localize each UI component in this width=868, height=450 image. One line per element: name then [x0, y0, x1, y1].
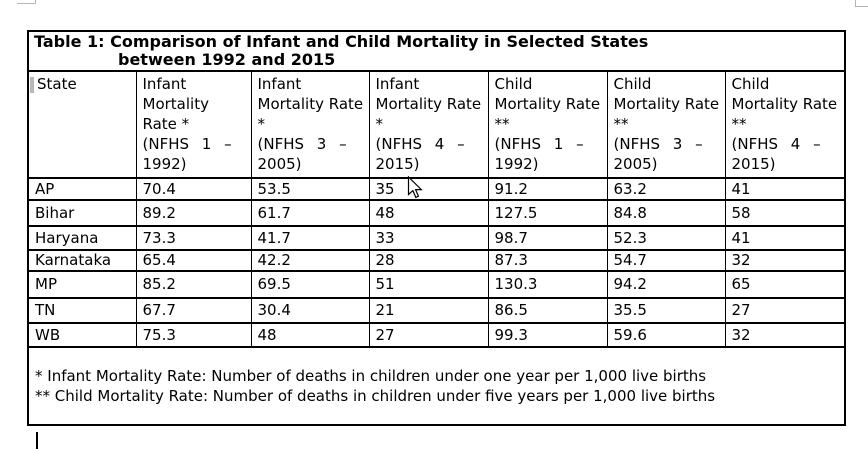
value-cell[interactable]: 27	[724, 297, 846, 324]
table-header-row: State Infant Mortality Rate * (NFHS 1 – 19…	[27, 70, 846, 179]
table-row-karnataka: Karnataka 65.4 42.2 28 87.3 54.7 32	[27, 249, 846, 272]
value-cell[interactable]: 32	[724, 249, 846, 272]
cell-selection-marker	[30, 77, 34, 93]
value-cell[interactable]: 58	[724, 199, 846, 227]
value-cell[interactable]: 35	[368, 177, 489, 201]
footnote-infant-mortality: * Infant Mortality Rate: Number of death…	[35, 367, 707, 385]
mortality-comparison-table: Table 1: Comparison of Infant and Child …	[27, 30, 847, 426]
column-survey-year: 1992)	[142, 155, 187, 173]
table-row-ap: AP 70.4 53.5 35 91.2 63.2 41	[27, 177, 846, 201]
value-cell[interactable]: 30.4	[250, 297, 370, 324]
window-corner-fragment-left	[17, 0, 36, 4]
value-cell[interactable]: 41	[724, 177, 846, 201]
value-cell[interactable]: 84.8	[606, 199, 726, 227]
value-cell[interactable]: 54.7	[606, 249, 726, 272]
value-cell[interactable]: 130.3	[487, 270, 608, 299]
table-row-haryana: Haryana 73.3 41.7 33 98.7 52.3 41	[27, 225, 846, 251]
footnote-child-mortality: ** Child Mortality Rate: Number of death…	[35, 387, 716, 405]
column-survey-label: (NFHS 3 –	[257, 135, 347, 153]
value-cell[interactable]: 21	[368, 297, 489, 324]
state-header-label: State	[37, 75, 77, 93]
value-cell[interactable]: 41.7	[250, 225, 370, 251]
column-survey-year: 2015)	[375, 155, 420, 173]
table-row-mp: MP 85.2 69.5 51 130.3 94.2 65	[27, 270, 846, 299]
value-cell[interactable]: 61.7	[250, 199, 370, 227]
value-cell[interactable]: 35.5	[606, 297, 726, 324]
column-metric-label: Child Mortality Rate **	[613, 75, 720, 133]
value-cell[interactable]: 86.5	[487, 297, 608, 324]
value-cell[interactable]: 63.2	[606, 177, 726, 201]
column-metric-label: Child Mortality Rate **	[731, 75, 838, 133]
value-cell[interactable]: 48	[250, 322, 370, 348]
column-header-3[interactable]: Infant Mortality Rate * (NFHS 4 – 2015)	[368, 70, 489, 179]
value-cell[interactable]: 98.7	[487, 225, 608, 251]
state-cell[interactable]: Haryana	[27, 225, 137, 251]
value-cell[interactable]: 99.3	[487, 322, 608, 348]
column-header-6[interactable]: Child Mortality Rate ** (NFHS 4 – 2015)	[724, 70, 846, 179]
column-survey-label: (NFHS 3 –	[613, 135, 703, 153]
value-cell[interactable]: 65.4	[135, 249, 252, 272]
column-header-2[interactable]: Infant Mortality Rate * (NFHS 3 – 2005)	[250, 70, 370, 179]
state-cell[interactable]: Karnataka	[27, 249, 137, 272]
text-caret	[36, 432, 38, 449]
value-cell[interactable]: 52.3	[606, 225, 726, 251]
table-title-row: Table 1: Comparison of Infant and Child …	[27, 30, 846, 72]
column-metric-label: Child Mortality Rate **	[494, 75, 601, 133]
value-cell[interactable]: 59.6	[606, 322, 726, 348]
column-metric-label: Infant Mortality Rate *	[142, 75, 209, 133]
value-cell[interactable]: 65	[724, 270, 846, 299]
column-survey-year: 2015)	[731, 155, 776, 173]
value-cell[interactable]: 69.5	[250, 270, 370, 299]
column-survey-label: (NFHS 4 –	[375, 135, 465, 153]
value-cell[interactable]: 32	[724, 322, 846, 348]
state-cell[interactable]: TN	[27, 297, 137, 324]
value-cell[interactable]: 33	[368, 225, 489, 251]
state-cell[interactable]: AP	[27, 177, 137, 201]
column-header-5[interactable]: Child Mortality Rate ** (NFHS 3 – 2005)	[606, 70, 726, 179]
value-cell[interactable]: 70.4	[135, 177, 252, 201]
value-cell[interactable]: 89.2	[135, 199, 252, 227]
value-cell[interactable]: 91.2	[487, 177, 608, 201]
window-corner-fragment-right	[855, 0, 868, 7]
value-cell[interactable]: 51	[368, 270, 489, 299]
table-title-line1: Table 1: Comparison of Infant and Child …	[34, 32, 649, 51]
column-metric-label: Infant Mortality Rate *	[375, 75, 482, 133]
value-cell[interactable]: 94.2	[606, 270, 726, 299]
column-metric-label: Infant Mortality Rate *	[257, 75, 364, 133]
value-cell[interactable]: 85.2	[135, 270, 252, 299]
table-row-tn: TN 67.7 30.4 21 86.5 35.5 27	[27, 297, 846, 324]
table-title-cell[interactable]: Table 1: Comparison of Infant and Child …	[27, 30, 846, 72]
table-title-line2: between 1992 and 2015	[118, 50, 336, 69]
column-survey-year: 1992)	[494, 155, 539, 173]
column-header-state[interactable]: State	[27, 70, 137, 179]
table-row-bihar: Bihar 89.2 61.7 48 127.5 84.8 58	[27, 199, 846, 227]
value-cell[interactable]: 41	[724, 225, 846, 251]
column-survey-label: (NFHS 1 –	[494, 135, 584, 153]
footnotes-cell[interactable]: * Infant Mortality Rate: Number of death…	[27, 346, 846, 426]
state-cell[interactable]: Bihar	[27, 199, 137, 227]
table-row-wb: WB 75.3 48 27 99.3 59.6 32	[27, 322, 846, 348]
table-footnote-row: * Infant Mortality Rate: Number of death…	[27, 346, 846, 426]
column-header-1[interactable]: Infant Mortality Rate * (NFHS 1 – 1992)	[135, 70, 252, 179]
column-survey-year: 2005)	[613, 155, 658, 173]
value-cell[interactable]: 73.3	[135, 225, 252, 251]
value-cell[interactable]: 27	[368, 322, 489, 348]
value-cell[interactable]: 127.5	[487, 199, 608, 227]
value-cell[interactable]: 48	[368, 199, 489, 227]
state-cell[interactable]: MP	[27, 270, 137, 299]
column-survey-label: (NFHS 1 –	[142, 135, 232, 153]
column-header-4[interactable]: Child Mortality Rate ** (NFHS 1 – 1992)	[487, 70, 608, 179]
value-cell[interactable]: 53.5	[250, 177, 370, 201]
value-cell[interactable]: 42.2	[250, 249, 370, 272]
value-cell[interactable]: 75.3	[135, 322, 252, 348]
value-cell[interactable]: 87.3	[487, 249, 608, 272]
value-cell[interactable]: 28	[368, 249, 489, 272]
value-cell[interactable]: 67.7	[135, 297, 252, 324]
column-survey-label: (NFHS 4 –	[731, 135, 821, 153]
state-cell[interactable]: WB	[27, 322, 137, 348]
column-survey-year: 2005)	[257, 155, 302, 173]
